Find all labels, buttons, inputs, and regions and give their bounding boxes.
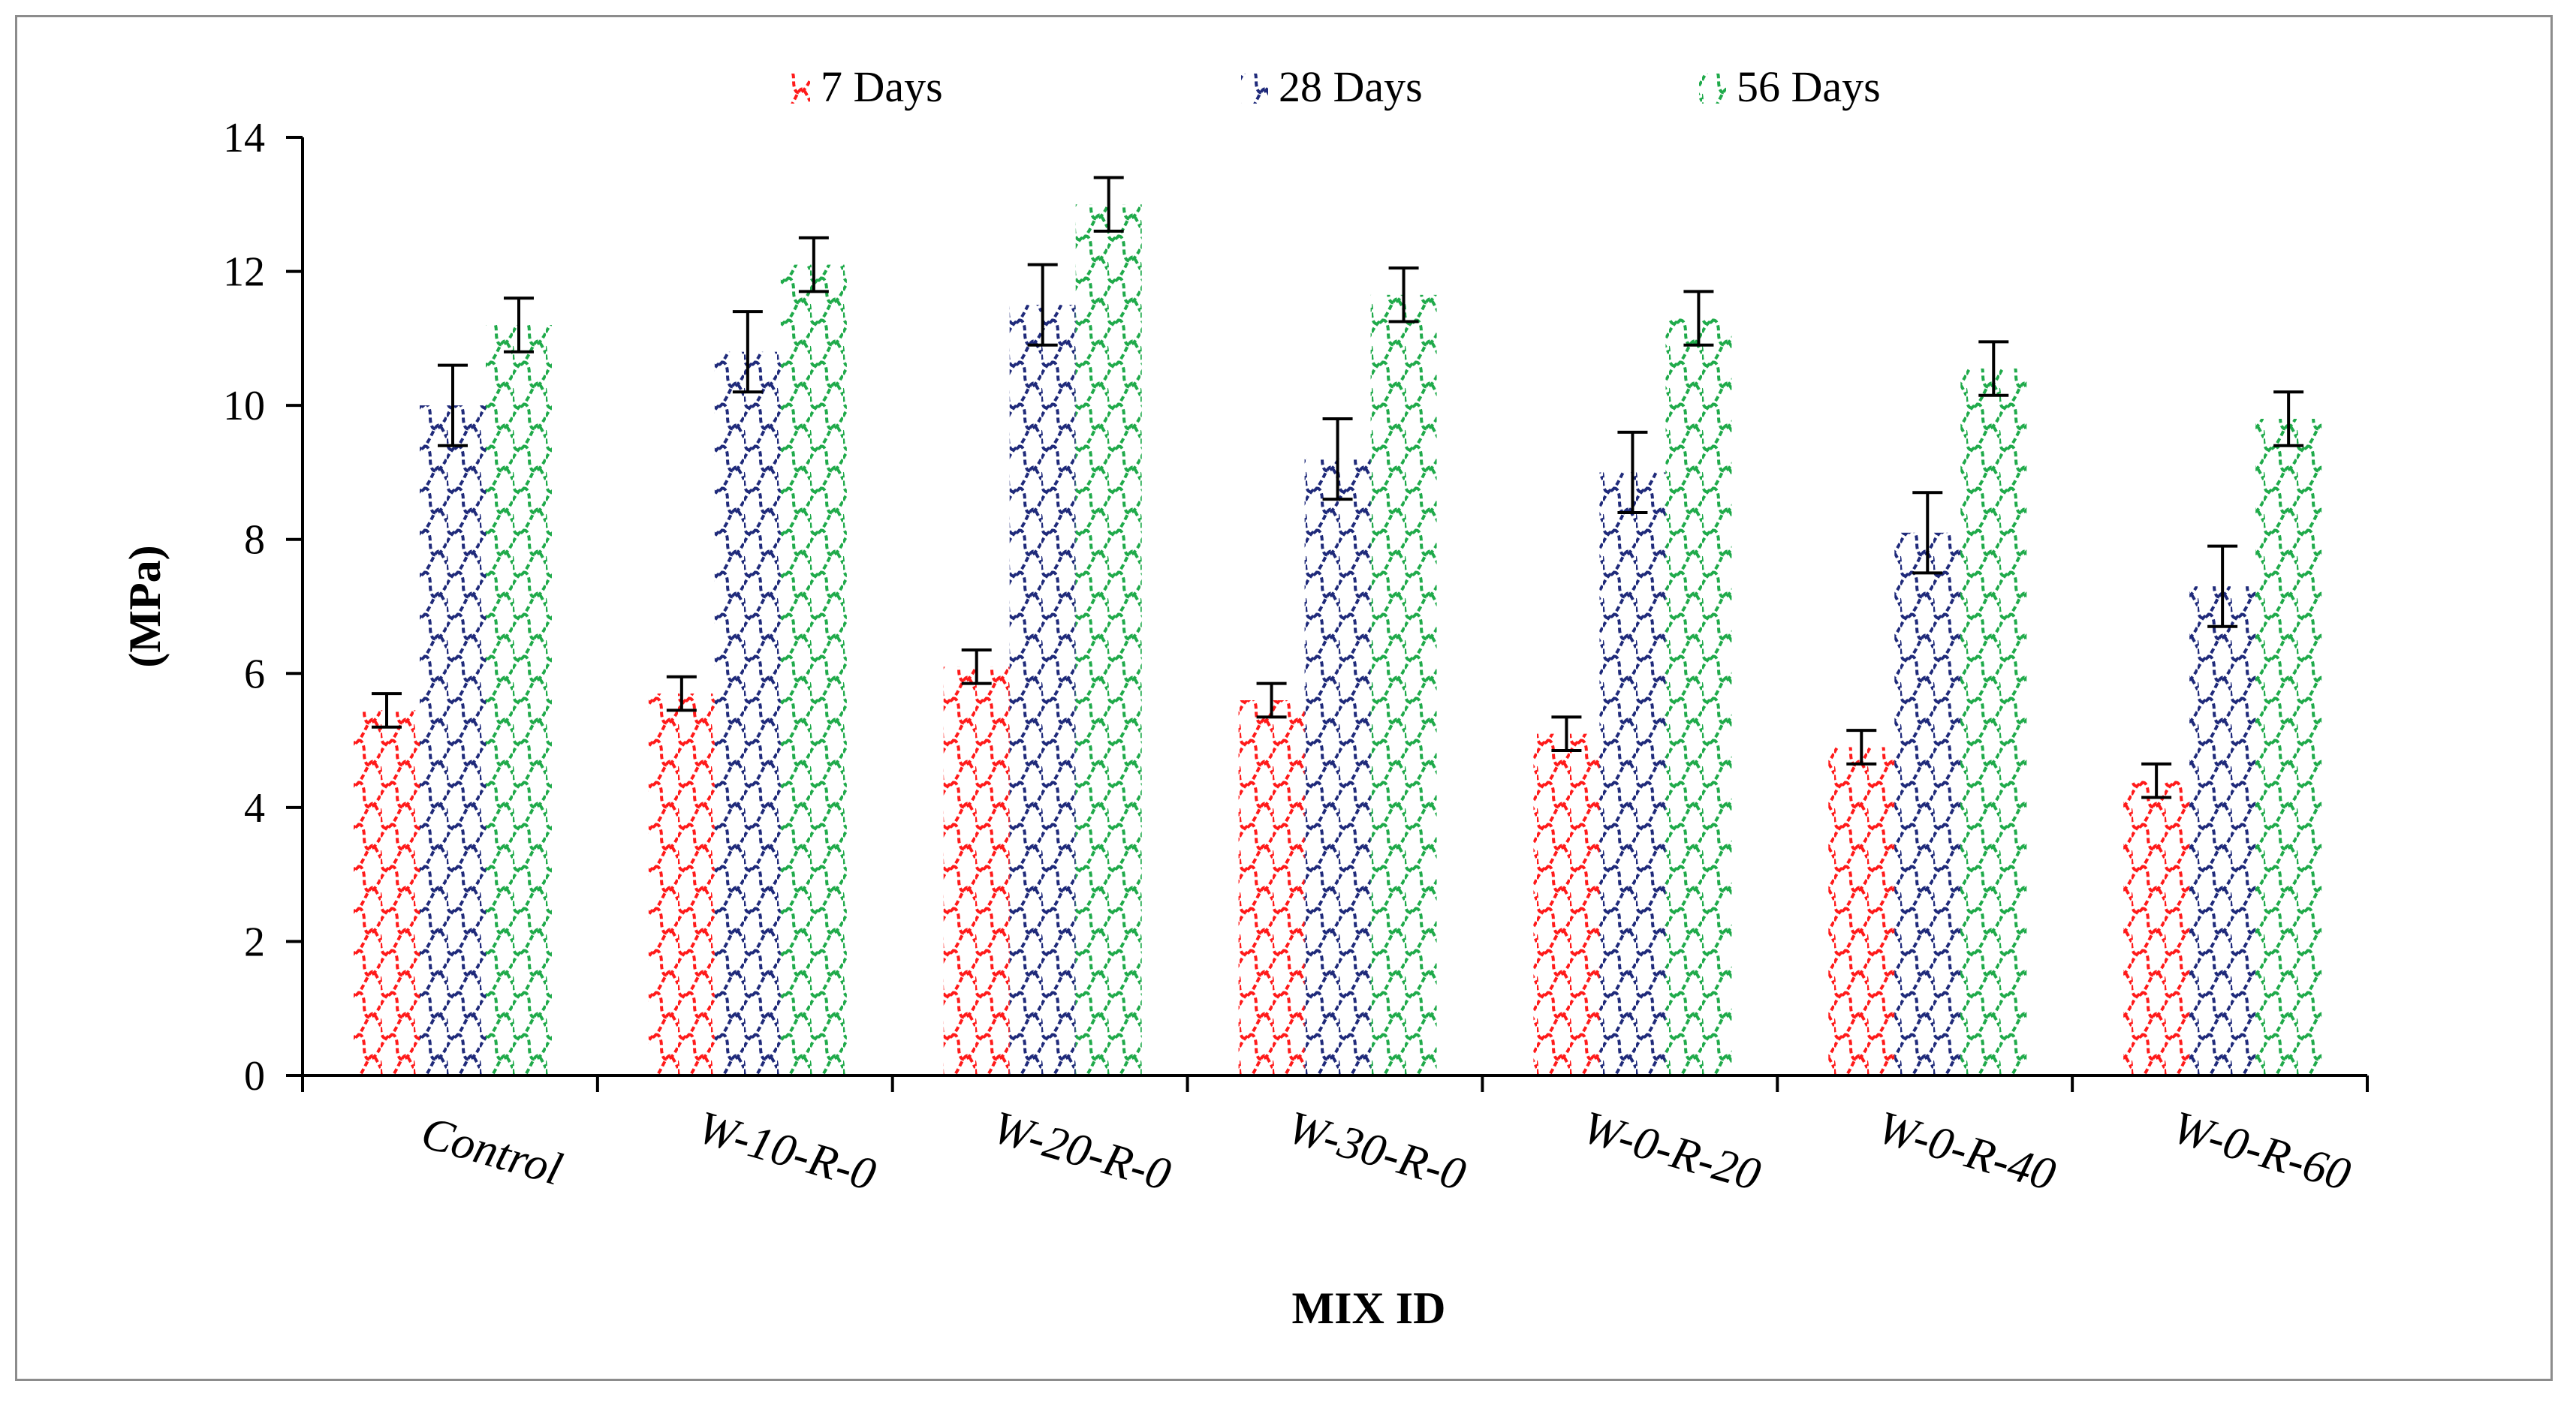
bars-layer: [354, 204, 2322, 1076]
error-bar-3-0: [1256, 681, 1287, 719]
x-category-label: W-0-R-20: [1577, 1102, 1767, 1201]
bar-3-2: [1370, 294, 1437, 1076]
bar-0-2: [486, 325, 552, 1076]
bar-5-1: [1894, 532, 1961, 1076]
bar-6-2: [2255, 419, 2322, 1076]
error-bar-4-0: [1551, 715, 1582, 752]
error-bar-1-0: [666, 675, 697, 712]
error-bar-2-1: [1027, 263, 1058, 347]
error-bar-3-1: [1322, 417, 1353, 501]
x-axis-title: MIX ID: [1292, 1283, 1446, 1333]
bar-6-1: [2189, 586, 2256, 1076]
bar-0-0: [354, 710, 420, 1076]
error-bar-3-2: [1388, 266, 1419, 323]
x-category-label: W-0-R-40: [1872, 1102, 2061, 1201]
bar-1-2: [780, 264, 847, 1076]
error-bar-0-0: [372, 692, 402, 729]
error-bars-layer: [372, 176, 2304, 799]
legend-item-2: 56 Days: [1699, 62, 1881, 111]
legend-label: 7 Days: [821, 62, 943, 111]
y-tick-label: 0: [244, 1053, 265, 1100]
error-bar-6-0: [2141, 762, 2172, 799]
bar-2-2: [1075, 204, 1142, 1076]
bar-2-1: [1009, 305, 1076, 1076]
y-tick-labels: 0 2 4 6 8 10 12 14: [223, 115, 265, 1100]
bar-1-1: [714, 351, 781, 1076]
y-axis-title: (MPa): [120, 545, 170, 667]
error-bar-1-2: [798, 236, 829, 293]
x-category-label: W-30-R-0: [1282, 1102, 1472, 1201]
x-category-label: W-0-R-60: [2167, 1102, 2356, 1201]
x-category-label: W-10-R-0: [692, 1102, 881, 1201]
y-tick-label: 12: [223, 249, 265, 296]
y-tick-label: 14: [223, 115, 265, 161]
axes-layer: [286, 136, 2369, 1092]
legend-swatch: [1699, 74, 1726, 104]
bar-3-0: [1238, 700, 1305, 1076]
error-bar-5-0: [1846, 729, 1877, 766]
x-category-label: Control: [416, 1107, 568, 1196]
error-bar-0-1: [438, 363, 468, 447]
y-tick-label: 4: [244, 785, 265, 832]
y-tick-label: 6: [244, 651, 265, 697]
bar-5-0: [1828, 747, 1895, 1076]
legend-swatch: [1241, 74, 1268, 104]
legend-item-1: 28 Days: [1241, 62, 1423, 111]
x-category-labels: Control W-10-R-0 W-20-R-0 W-30-R-0 W-0-R-20 W…: [416, 1102, 2356, 1201]
bar-1-0: [648, 693, 715, 1076]
bar-4-1: [1599, 472, 1666, 1076]
error-bar-4-2: [1683, 290, 1714, 347]
y-tick-label: 8: [244, 517, 265, 564]
bar-4-0: [1533, 733, 1600, 1076]
bar-2-0: [943, 666, 1010, 1076]
bar-0-1: [420, 405, 486, 1076]
bar-5-2: [1960, 369, 2027, 1076]
error-bar-1-1: [732, 310, 763, 394]
chart-svg: 0 2 4 6 8 10 12 14 Control W-10-R-0 W-20-R-0 W-30-…: [120, 62, 2369, 1333]
error-bar-5-1: [1912, 491, 1943, 575]
error-bar-2-0: [961, 648, 992, 685]
legend-label: 28 Days: [1279, 62, 1423, 111]
legend-swatch: [783, 74, 810, 104]
y-tick-label: 2: [244, 919, 265, 965]
error-bar-6-1: [2207, 544, 2238, 628]
bar-6-0: [2123, 781, 2190, 1076]
chart-frame: 0 2 4 6 8 10 12 14 Control W-10-R-0 W-20-R-0 W-30-…: [15, 15, 2553, 1381]
legend-label: 56 Days: [1737, 62, 1881, 111]
x-category-label: W-20-R-0: [987, 1102, 1177, 1201]
error-bar-4-1: [1617, 430, 1648, 514]
error-bar-6-2: [2273, 390, 2304, 447]
error-bar-0-2: [504, 296, 534, 354]
legend-item-0: 7 Days: [783, 62, 943, 111]
bar-3-1: [1304, 459, 1371, 1076]
bar-4-2: [1665, 318, 1732, 1076]
error-bar-5-2: [1978, 340, 2009, 397]
legend: 7 Days 28 Days 56 Days: [783, 62, 1881, 111]
y-tick-label: 10: [223, 383, 265, 429]
error-bar-2-2: [1093, 176, 1124, 233]
